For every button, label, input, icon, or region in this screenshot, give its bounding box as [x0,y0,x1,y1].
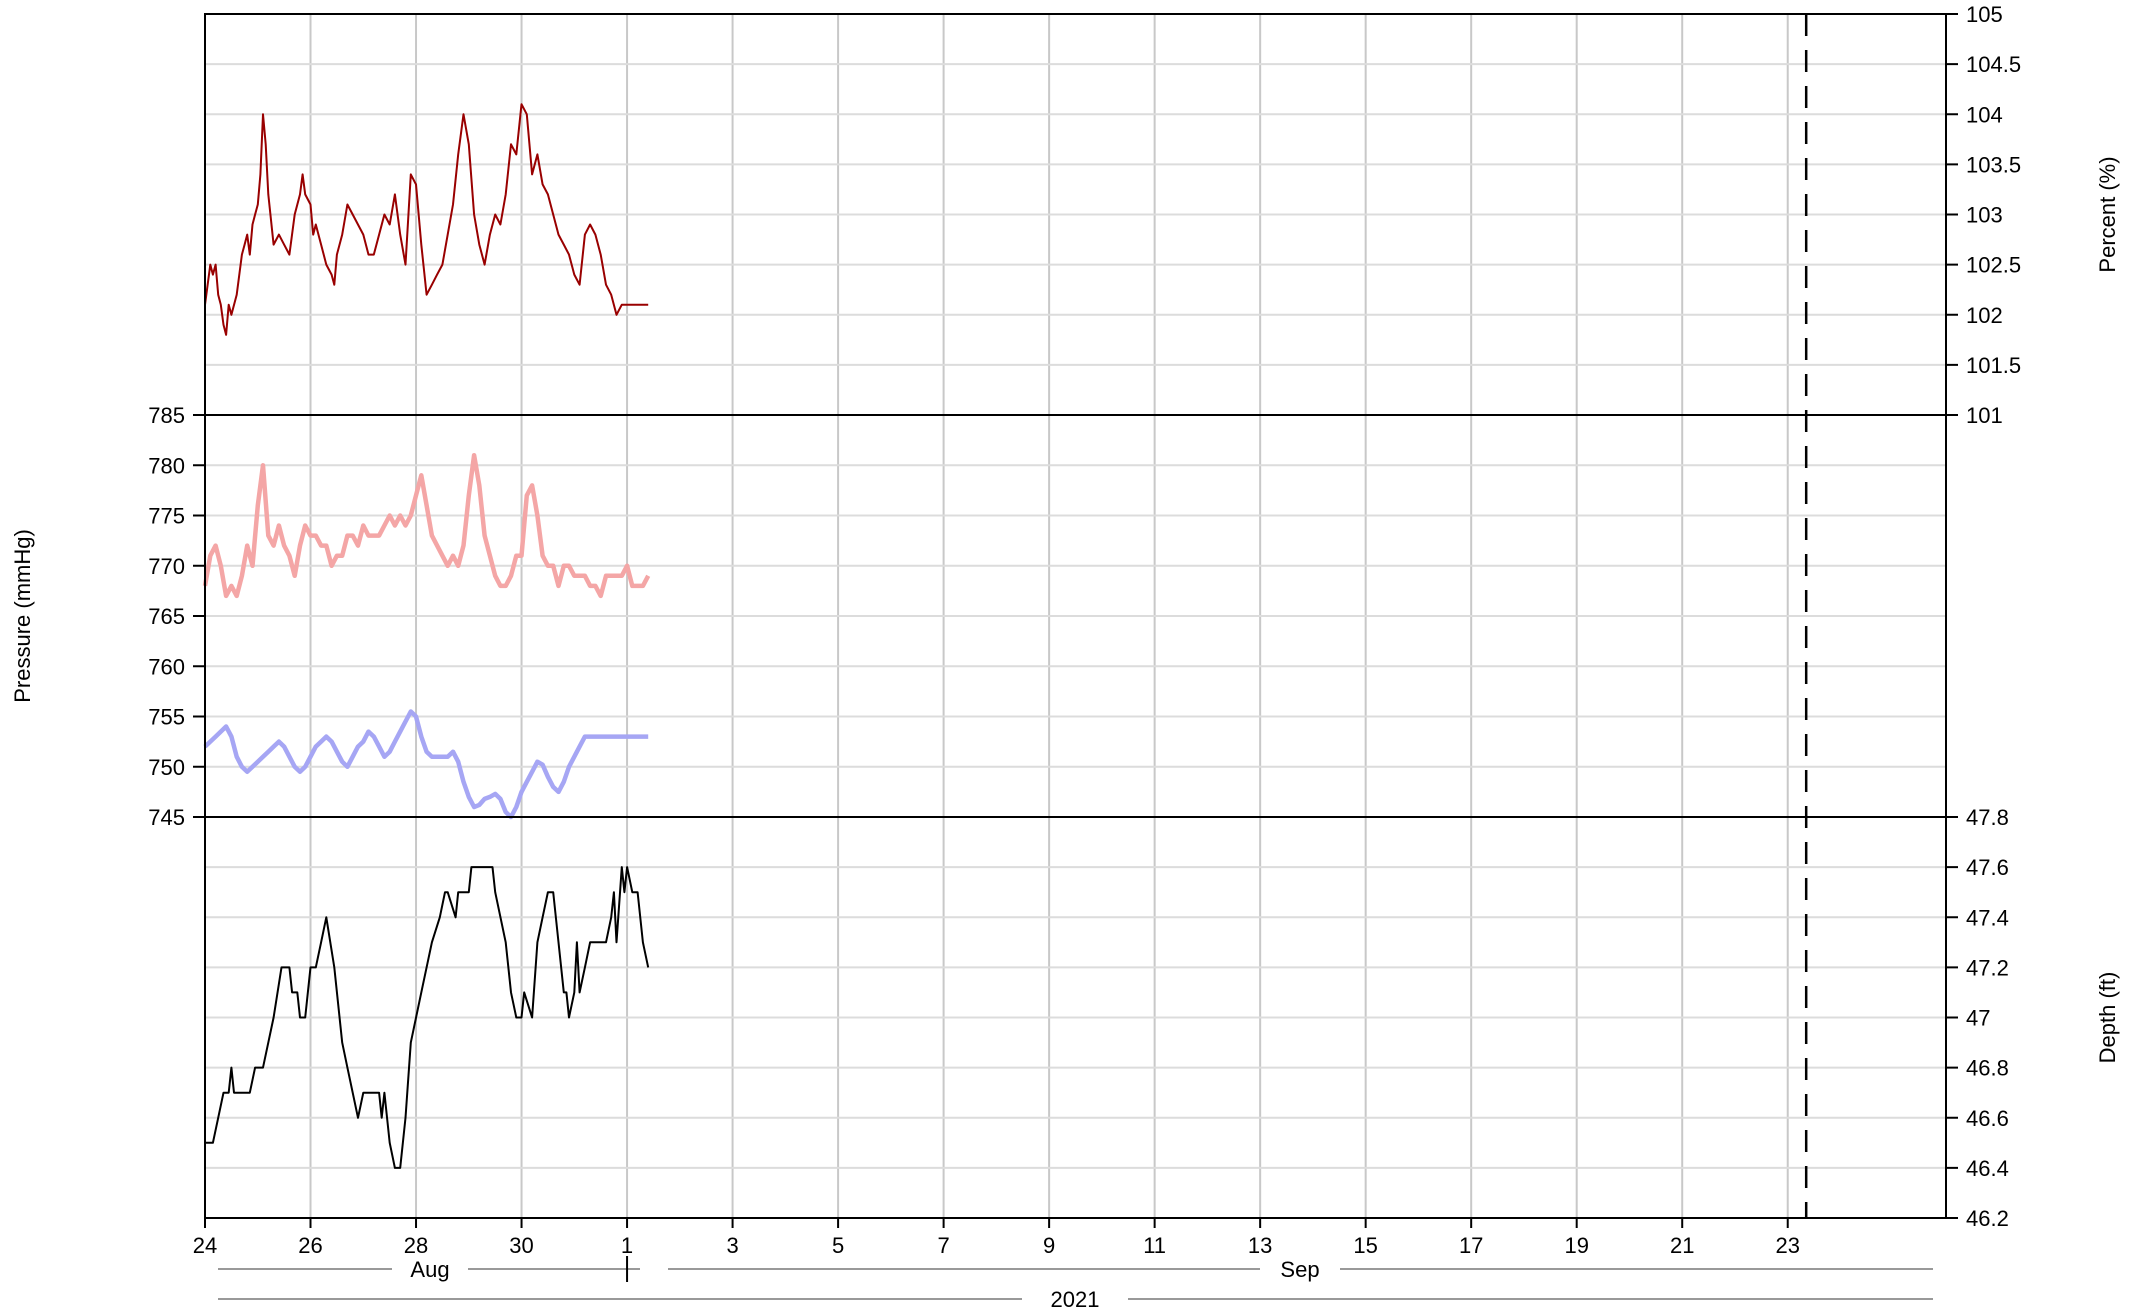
y-tick-label: 101 [1966,403,2003,428]
y-tick-label: 745 [148,805,185,830]
y-tick-label: 101.5 [1966,353,2021,378]
y-tick-label: 775 [148,504,185,529]
x-tick-label: 13 [1248,1233,1272,1258]
y-tick-label: 46.6 [1966,1106,2009,1131]
y-tick-label: 103.5 [1966,152,2021,177]
x-tick-label: 17 [1459,1233,1483,1258]
y-tick-label: 47.4 [1966,905,2009,930]
x-tick-label: 23 [1775,1233,1799,1258]
y-tick-label: 785 [148,403,185,428]
axes-layer: 101 101.5 102 102.5 103 103.5 104 104.5 105 Perce… [10,2,2120,1312]
x-tick-label: 5 [832,1233,844,1258]
y-tick-label: 104 [1966,102,2003,127]
x-tick-label: 28 [404,1233,428,1258]
series-line-depth [205,866,650,1169]
x-tick-label: 1 [621,1233,633,1258]
x-tick-label: 11 [1143,1233,1166,1258]
x-tick-label: 24 [193,1233,217,1258]
y-tick-label: 47.2 [1966,955,2009,980]
series-line-percent [204,103,649,336]
y-tick-label: 102.5 [1966,253,2021,278]
x-tick-label: 19 [1564,1233,1588,1258]
month-label-sep: Sep [1280,1257,1319,1282]
y-tick-label: 765 [148,604,185,629]
y-tick-label: 103 [1966,203,2003,228]
y-tick-label: 102 [1966,303,2003,328]
y-tick-label: 47.6 [1966,855,2009,880]
y-tick-label: 760 [148,654,185,679]
y-axis-label: Pressure (mmHg) [10,529,35,703]
y-tick-label: 104.5 [1966,52,2021,77]
x-tick-label: 7 [937,1233,949,1258]
x-tick-label: 3 [726,1233,738,1258]
x-tick-label: 15 [1353,1233,1377,1258]
year-label: 2021 [1051,1287,1100,1312]
x-tick-label: 9 [1043,1233,1055,1258]
y-tick-label: 47 [1966,1006,1990,1031]
y-tick-label: 46.4 [1966,1156,2009,1181]
series-line-pressure [203,709,649,820]
y-tick-label: 46.2 [1966,1206,2009,1231]
y-tick-label: 780 [148,453,185,478]
y-tick-label: 46.8 [1966,1056,2009,1081]
y-tick-label: 750 [148,755,185,780]
series-line-pressure [202,452,651,599]
y-tick-label: 105 [1966,2,2003,27]
series-layer [202,14,1808,1218]
y-tick-label: 770 [148,554,185,579]
y-tick-label: 47.8 [1966,805,2009,830]
month-label-aug: Aug [410,1257,449,1282]
x-tick-label: 21 [1670,1233,1694,1258]
x-tick-label: 30 [509,1233,533,1258]
x-tick-label: 26 [298,1233,322,1258]
y-axis-label: Percent (%) [2095,156,2120,272]
y-tick-label: 755 [148,705,185,730]
y-axis-label: Depth (ft) [2095,972,2120,1064]
